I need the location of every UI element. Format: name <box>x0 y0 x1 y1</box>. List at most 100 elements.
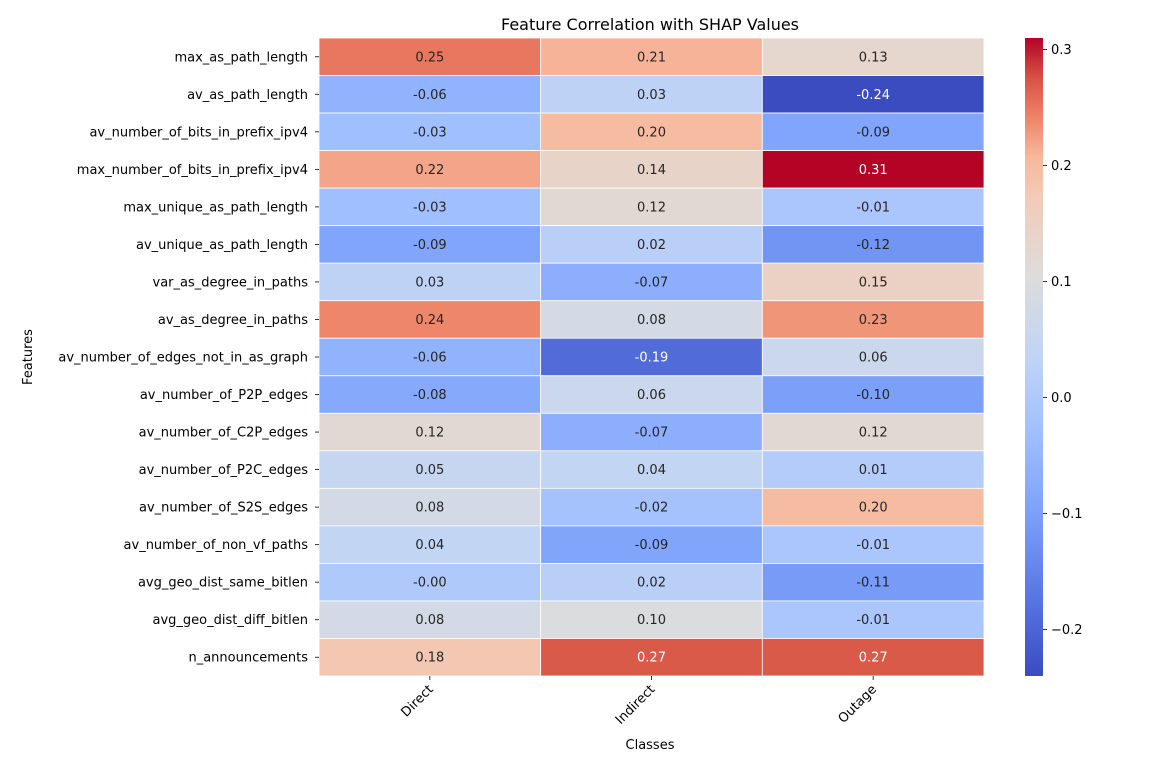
colorbar-tick-label: 0.2 <box>1051 159 1072 174</box>
cell-value-label: 0.12 <box>637 200 666 215</box>
cell-value-label: 0.08 <box>415 613 444 628</box>
heatmap-cell <box>318 37 542 76</box>
heatmap-cell <box>318 525 542 564</box>
heatmap-cell <box>761 300 985 339</box>
cell-value-label: 0.03 <box>637 88 666 103</box>
heatmap-cell <box>318 600 542 639</box>
x-tick-labels: Direct Indirect Outage <box>399 676 880 728</box>
heatmap-cell <box>540 487 763 527</box>
cell-value-label: 0.04 <box>415 538 444 553</box>
cell-value-label: -0.02 <box>635 501 669 516</box>
cell-value-label: 0.12 <box>859 426 888 441</box>
cell-value-label: 0.05 <box>415 463 444 478</box>
cell-value-label: 0.27 <box>859 651 888 666</box>
cell-value-label: -0.24 <box>856 88 890 103</box>
heatmap-cell <box>318 187 542 227</box>
y-tick-label: var_as_degree_in_paths <box>153 275 309 290</box>
x-tick-label: Indirect <box>613 682 658 727</box>
cell-value-label: -0.01 <box>856 613 890 628</box>
heatmap-cell <box>318 638 542 677</box>
heatmap-cell <box>318 487 542 527</box>
heatmap-cell <box>540 187 763 227</box>
cell-value-label: 0.23 <box>859 313 888 328</box>
heatmap-cell <box>318 337 542 377</box>
y-tick-label: n_announcements <box>188 651 308 666</box>
y-tick-label: av_number_of_C2P_edges <box>139 426 309 441</box>
y-tick-label: av_number_of_P2P_edges <box>140 388 308 403</box>
x-tick-label: Direct <box>399 682 437 720</box>
y-tick-labels: max_as_path_length av_as_path_length av_nu… <box>58 50 319 666</box>
heatmap-cell <box>540 300 763 339</box>
y-tick-label: avg_geo_dist_diff_bitlen <box>153 613 308 628</box>
y-tick-label: av_number_of_edges_not_in_as_graph <box>58 351 308 366</box>
heatmap-cell <box>540 37 763 76</box>
heatmap-cell <box>761 487 985 527</box>
colorbar-tick-label: 0.1 <box>1051 275 1072 290</box>
y-tick-label: max_as_path_length <box>174 50 308 65</box>
cell-value-label: -0.10 <box>856 388 890 403</box>
y-tick-label: av_number_of_bits_in_prefix_ipv4 <box>89 125 308 140</box>
x-tick-label: Outage <box>836 682 880 726</box>
cell-value-label: 0.25 <box>415 50 444 65</box>
heatmap-cell <box>318 375 542 414</box>
cell-value-label: 0.31 <box>859 163 888 178</box>
heatmap-cell <box>761 37 985 76</box>
y-tick-label: av_as_path_length <box>187 88 308 103</box>
heatmap-cell <box>761 450 985 489</box>
cell-value-label: -0.00 <box>413 576 447 591</box>
cell-value-label: -0.01 <box>856 538 890 553</box>
cell-value-label: 0.22 <box>415 163 444 178</box>
heatmap-cells: 0.25 0.21 0.13 -0.06 0.03 -0.24 -0.03 0.20 -0.09… <box>318 37 985 677</box>
colorbar-tick-label: −0.1 <box>1051 507 1083 522</box>
cell-value-label: -0.07 <box>635 426 669 441</box>
cell-value-label: -0.03 <box>413 200 447 215</box>
cell-value-label: -0.06 <box>413 351 447 366</box>
colorbar <box>1025 38 1043 676</box>
heatmap-cell <box>540 450 763 489</box>
heatmap-cell <box>540 638 763 677</box>
cell-value-label: 0.06 <box>859 351 888 366</box>
y-tick-label: av_as_degree_in_paths <box>158 313 308 328</box>
y-tick-label: av_unique_as_path_length <box>136 238 308 253</box>
heatmap-cell <box>761 563 985 602</box>
cell-value-label: -0.09 <box>413 238 447 253</box>
cell-value-label: -0.09 <box>635 538 669 553</box>
cell-value-label: 0.13 <box>859 50 888 65</box>
cell-value-label: -0.09 <box>856 125 890 140</box>
y-tick-label: av_number_of_non_vf_paths <box>124 538 309 553</box>
chart-title: Feature Correlation with SHAP Values <box>501 15 799 34</box>
cell-value-label: 0.02 <box>637 576 666 591</box>
heatmap-cell <box>318 262 542 302</box>
cell-value-label: -0.19 <box>635 351 669 366</box>
heatmap-cell <box>318 300 542 339</box>
heatmap-cell <box>318 563 542 602</box>
cell-value-label: 0.08 <box>637 313 666 328</box>
heatmap-cell <box>540 112 763 151</box>
y-tick-label: avg_geo_dist_same_bitlen <box>138 576 308 591</box>
cell-value-label: 0.01 <box>859 463 888 478</box>
heatmap-cell <box>761 412 985 452</box>
heatmap-cell <box>318 75 542 114</box>
cell-value-label: -0.07 <box>635 275 669 290</box>
y-tick-label: max_number_of_bits_in_prefix_ipv4 <box>77 163 308 178</box>
cell-value-label: 0.04 <box>637 463 666 478</box>
y-tick-label: av_number_of_S2S_edges <box>139 501 308 516</box>
heatmap-cell <box>761 75 985 114</box>
cell-value-label: 0.14 <box>637 163 666 178</box>
cell-value-label: -0.11 <box>856 576 890 591</box>
heatmap-cell <box>540 262 763 302</box>
cell-value-label: 0.21 <box>637 50 666 65</box>
cell-value-label: 0.03 <box>415 275 444 290</box>
cell-value-label: 0.02 <box>637 238 666 253</box>
cell-value-label: 0.20 <box>859 501 888 516</box>
colorbar-tick-label: 0.3 <box>1051 43 1072 58</box>
heatmap-cell <box>761 525 985 564</box>
heatmap-cell <box>540 225 763 264</box>
colorbar-tick-label: −0.2 <box>1051 623 1083 638</box>
cell-value-label: 0.15 <box>859 275 888 290</box>
cell-value-label: 0.27 <box>637 651 666 666</box>
cell-value-label: 0.08 <box>415 501 444 516</box>
cell-value-label: -0.01 <box>856 200 890 215</box>
